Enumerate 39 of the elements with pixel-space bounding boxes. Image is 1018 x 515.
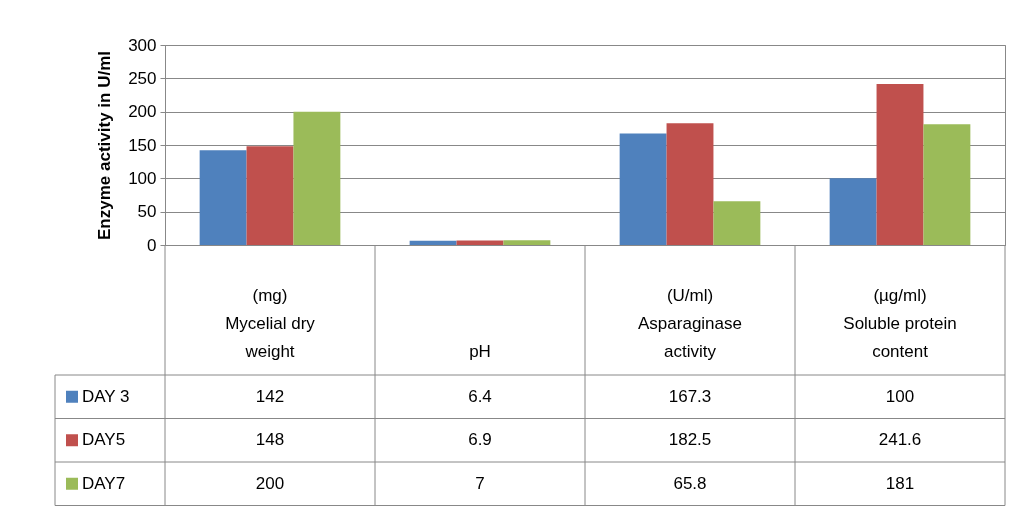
y-tick-label: 250 — [128, 68, 157, 88]
data-label: 182.5 — [668, 430, 712, 450]
y-tick-label: 200 — [128, 102, 157, 122]
bar — [503, 240, 551, 245]
legend-label: DAY7 — [82, 473, 126, 493]
data-label: 148 — [255, 430, 285, 450]
x-tick-label: (µg/ml) Soluble protein content — [843, 286, 957, 361]
y-axis-title: Enzyme activity in U/ml — [95, 51, 115, 240]
x-tick-label: (U/ml) Asparaginase activity — [638, 286, 742, 361]
y-tick-label: 50 — [137, 202, 157, 222]
y-tick-label: 100 — [128, 168, 157, 188]
data-label: 167.3 — [668, 386, 712, 406]
bar — [619, 133, 667, 245]
bar — [456, 240, 504, 245]
bar — [199, 150, 247, 245]
bar — [923, 124, 971, 245]
y-tick-label: 150 — [128, 135, 157, 155]
legend-label: DAY 3 — [82, 386, 130, 406]
data-label: 181 — [885, 473, 915, 493]
data-label: 200 — [255, 473, 285, 493]
data-label: 142 — [255, 386, 285, 406]
bar — [666, 123, 714, 245]
bar — [293, 111, 341, 245]
legend-label: DAY5 — [82, 430, 126, 450]
bar — [713, 201, 761, 245]
y-tick-label: 0 — [147, 235, 157, 255]
bar — [876, 83, 924, 245]
data-label: 100 — [885, 386, 915, 406]
data-label: 65.8 — [673, 473, 707, 493]
data-label: 7 — [475, 473, 485, 493]
x-tick-label: (mg) Mycelial dry weight — [225, 286, 316, 361]
bar — [409, 240, 457, 245]
bar — [246, 146, 294, 245]
data-label: 6.9 — [468, 430, 492, 450]
data-label: 241.6 — [878, 430, 922, 450]
data-label: 6.4 — [468, 386, 492, 406]
x-tick-label: pH — [469, 342, 491, 361]
y-tick-label: 300 — [128, 35, 157, 55]
bar — [829, 178, 877, 245]
